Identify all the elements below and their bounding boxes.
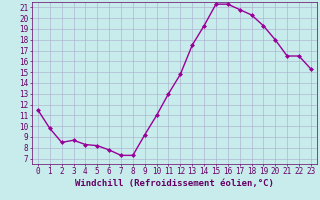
X-axis label: Windchill (Refroidissement éolien,°C): Windchill (Refroidissement éolien,°C) (75, 179, 274, 188)
